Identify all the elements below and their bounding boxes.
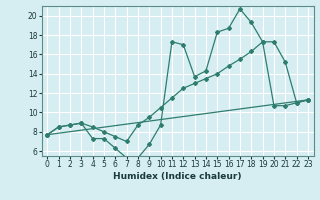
X-axis label: Humidex (Indice chaleur): Humidex (Indice chaleur) xyxy=(113,172,242,181)
